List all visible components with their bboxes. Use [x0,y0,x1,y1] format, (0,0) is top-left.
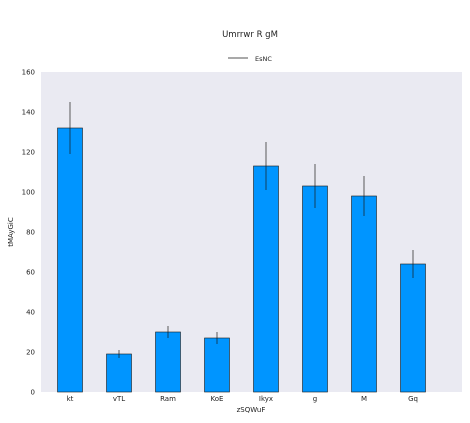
bar-M [351,195,377,393]
bar-Ikyx [253,165,279,393]
x-tick-label: Ikyx [259,395,273,403]
y-tick-label: 160 [22,69,35,77]
y-tick-label: 140 [22,109,35,117]
y-tick-label: 120 [22,149,35,157]
error-bars-group [69,102,414,358]
plot-area [41,72,462,392]
x-tick-label: KoE [211,395,224,403]
x-axis-ticks: kt vTL Ram KoE Ikyx g M Gq [67,395,418,403]
y-tick-label: 20 [26,349,35,357]
bar-KoE [204,337,230,393]
x-tick-label: kt [67,395,74,403]
y-tick-label: 80 [26,229,35,237]
chart-title: Umrrwr R gM [222,30,278,40]
x-tick-label: g [313,395,317,403]
y-tick-label: 60 [26,269,35,277]
legend: EsNC [228,55,272,63]
y-axis-label: tMAyGiC [7,217,15,247]
y-tick-label: 40 [26,309,35,317]
bar-kt [57,127,83,393]
legend-label: EsNC [255,55,272,63]
x-tick-label: Gq [408,395,418,403]
y-tick-label: 0 [31,389,35,397]
y-axis-ticks: 0 20 40 60 80 100 120 140 160 [22,69,35,397]
y-tick-label: 100 [22,189,35,197]
bar-Gq [400,263,426,393]
x-axis-label: zSQWuF [237,406,266,414]
x-tick-label: vTL [113,395,125,403]
bars-group [57,127,426,393]
bar-Ram [155,331,181,393]
x-tick-label: Ram [160,395,176,403]
bar-g [302,185,328,393]
x-tick-label: M [361,395,367,403]
bar-vTL [106,353,132,393]
